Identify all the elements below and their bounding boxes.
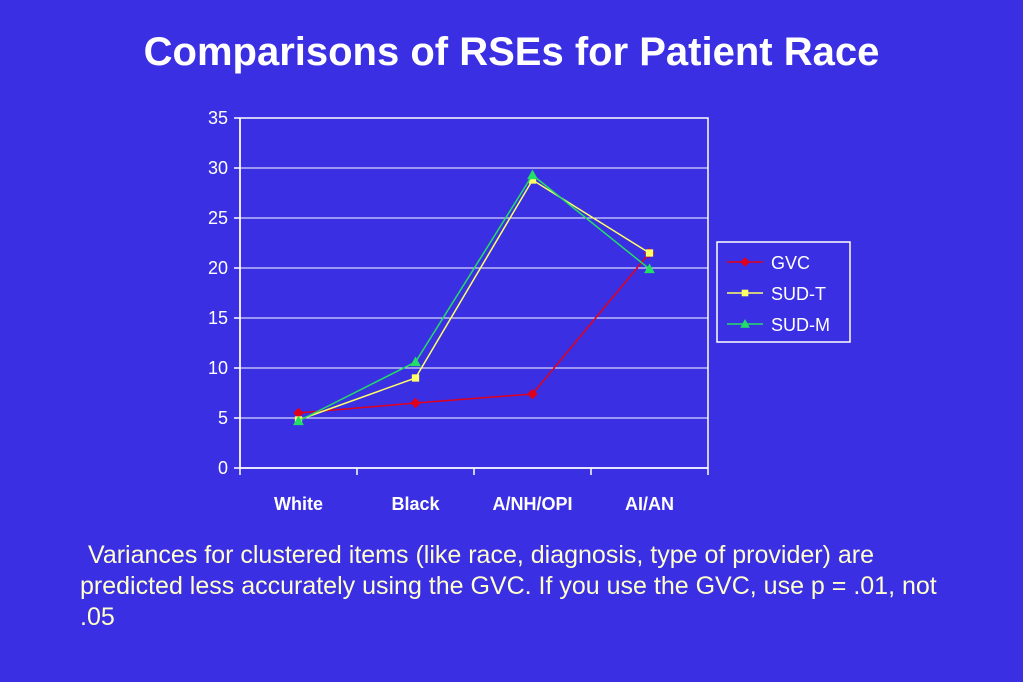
y-tick-label: 10 [208, 358, 228, 378]
x-category-label: Black [391, 494, 440, 514]
axes: 0 5 10 15 20 25 30 35 White Black A/NH/OPI AI/AN [208, 108, 709, 514]
series-sud-m [293, 169, 655, 426]
series-line [298, 178, 650, 421]
data-point [410, 356, 421, 367]
legend-marker [741, 289, 749, 297]
legend-label: GVC [771, 253, 810, 273]
legend-item: SUD-M [727, 315, 830, 335]
data-point [293, 415, 304, 426]
legend: GVC SUD-T SUD-M [716, 241, 851, 343]
data-point [644, 263, 655, 274]
data-point [411, 374, 420, 382]
legend-box [716, 241, 851, 343]
x-category-label: A/NH/OPI [492, 494, 572, 514]
legend-marker [740, 257, 750, 267]
y-tick-label: 35 [208, 108, 228, 128]
y-tick-label: 25 [208, 208, 228, 228]
series-line [298, 252, 651, 414]
series-sud-t [294, 176, 654, 424]
data-point [410, 397, 421, 409]
legend-label: SUD-T [771, 284, 826, 304]
series-gvc [293, 247, 655, 419]
slide-title: Comparisons of RSEs for Patient Race [143, 30, 880, 74]
x-category-label: White [274, 494, 323, 514]
y-tick-label: 0 [218, 458, 228, 478]
series-line [298, 173, 650, 422]
y-tick-label: 5 [218, 408, 228, 428]
legend-label: SUD-M [771, 315, 830, 335]
y-tick-label: 30 [208, 158, 228, 178]
data-point [527, 388, 538, 400]
data-point [527, 169, 538, 180]
legend-marker [740, 318, 750, 328]
caption-text: Variances for clustered items (like race… [80, 541, 937, 631]
data-point [645, 249, 654, 257]
y-tick-label: 15 [208, 308, 228, 328]
series-layer [293, 169, 655, 426]
x-category-label: AI/AN [625, 494, 674, 514]
gridlines [240, 117, 708, 419]
legend-item: SUD-T [727, 284, 826, 304]
legend-item: GVC [727, 253, 810, 273]
y-tick-label: 20 [208, 258, 228, 278]
